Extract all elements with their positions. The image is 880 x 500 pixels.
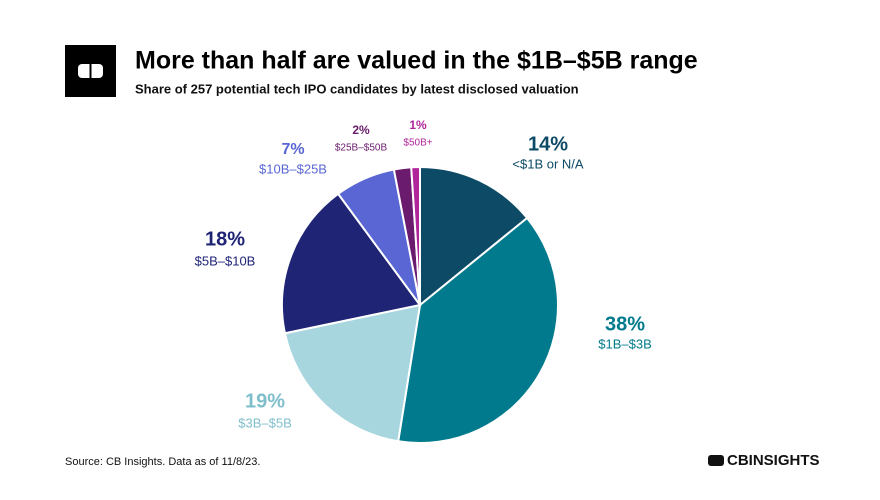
value-label: 2% — [352, 123, 370, 137]
category-label: $50B+ — [403, 138, 432, 149]
value-label: 18% — [205, 228, 245, 250]
value-label: 19% — [245, 390, 285, 412]
pie-slice — [397, 216, 559, 444]
value-label: 1% — [409, 118, 427, 132]
value-label: 38% — [605, 313, 645, 335]
source: Source: CB Insights. Data as of 11/8/23. — [65, 456, 260, 468]
pie-slice — [283, 303, 422, 443]
pie-slice — [419, 165, 529, 308]
category-label: $5B–$10B — [195, 253, 256, 268]
value-label: 7% — [281, 141, 304, 158]
chart-subtitle: Share of 257 potential tech IPO candidat… — [135, 81, 579, 96]
category-label: $25B–$50B — [335, 143, 388, 154]
category-label: $3B–$5B — [238, 415, 292, 430]
pie-slice — [410, 165, 421, 306]
category-label: $10B–$25B — [259, 161, 327, 176]
category-label: <$1B or N/A — [512, 156, 584, 171]
brand-mark — [708, 455, 724, 466]
chart-title: More than half are valued in the $1B–$5B… — [135, 47, 698, 75]
pie-slice — [281, 192, 422, 335]
category-label: $1B–$3B — [598, 336, 652, 351]
value-label: 14% — [528, 133, 568, 155]
brand: CBINSIGHTS — [727, 452, 820, 469]
